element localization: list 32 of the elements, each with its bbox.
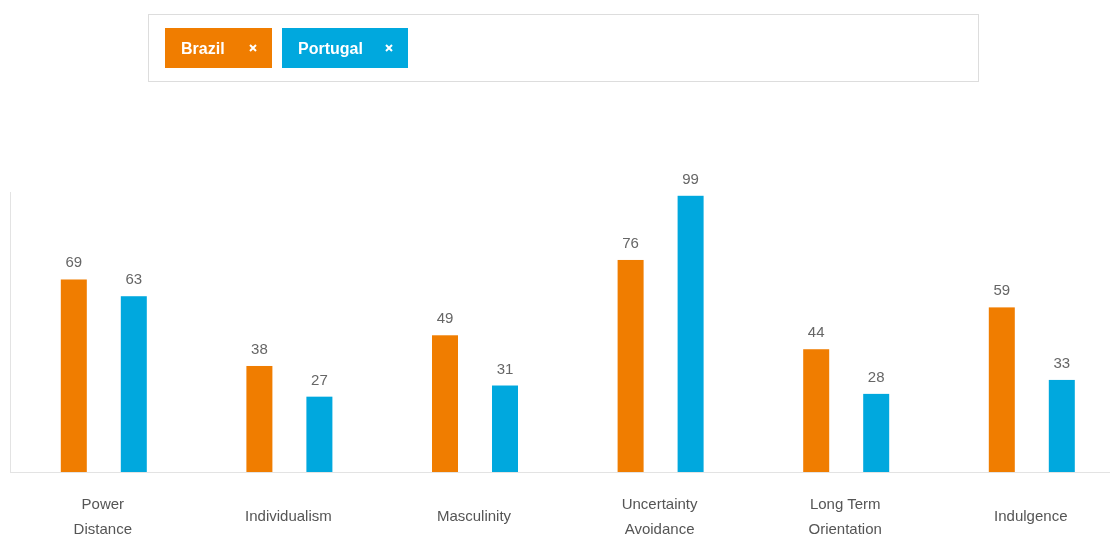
data-label: 31 bbox=[496, 359, 514, 377]
text: Portugal bbox=[298, 40, 363, 57]
bar bbox=[803, 349, 830, 472]
bar bbox=[246, 365, 273, 472]
bar bbox=[1048, 379, 1075, 472]
data-label: 49 bbox=[436, 309, 454, 327]
bar bbox=[677, 195, 704, 472]
data-label: 27 bbox=[311, 370, 328, 388]
bar bbox=[617, 259, 644, 472]
data-label: 69 bbox=[65, 253, 83, 271]
data-label: 63 bbox=[125, 270, 143, 288]
bar bbox=[492, 385, 518, 472]
bar bbox=[120, 296, 147, 472]
bar bbox=[863, 393, 890, 472]
data-label: 59 bbox=[993, 281, 1011, 299]
data-label: 76 bbox=[622, 233, 639, 251]
text: Brazil bbox=[181, 40, 225, 57]
x-tick-label: Power Distance bbox=[73, 494, 132, 535]
data-label: 99 bbox=[682, 169, 699, 187]
x-tick-label: Indulgence bbox=[994, 507, 1068, 524]
x-tick-label: Masculinity bbox=[436, 507, 512, 524]
data-label: 38 bbox=[251, 339, 268, 357]
bar bbox=[988, 307, 1015, 472]
bar bbox=[60, 279, 87, 472]
data-label: 28 bbox=[867, 367, 885, 385]
bar bbox=[306, 396, 333, 472]
x-tick-label: Uncertainty Avoidance bbox=[621, 494, 699, 535]
x-tick-label: Long Term Orientation bbox=[808, 494, 882, 535]
data-label: 44 bbox=[807, 323, 825, 341]
data-label: 33 bbox=[1053, 353, 1071, 371]
x-tick-label: Individualism bbox=[245, 507, 332, 524]
bar bbox=[432, 335, 458, 472]
